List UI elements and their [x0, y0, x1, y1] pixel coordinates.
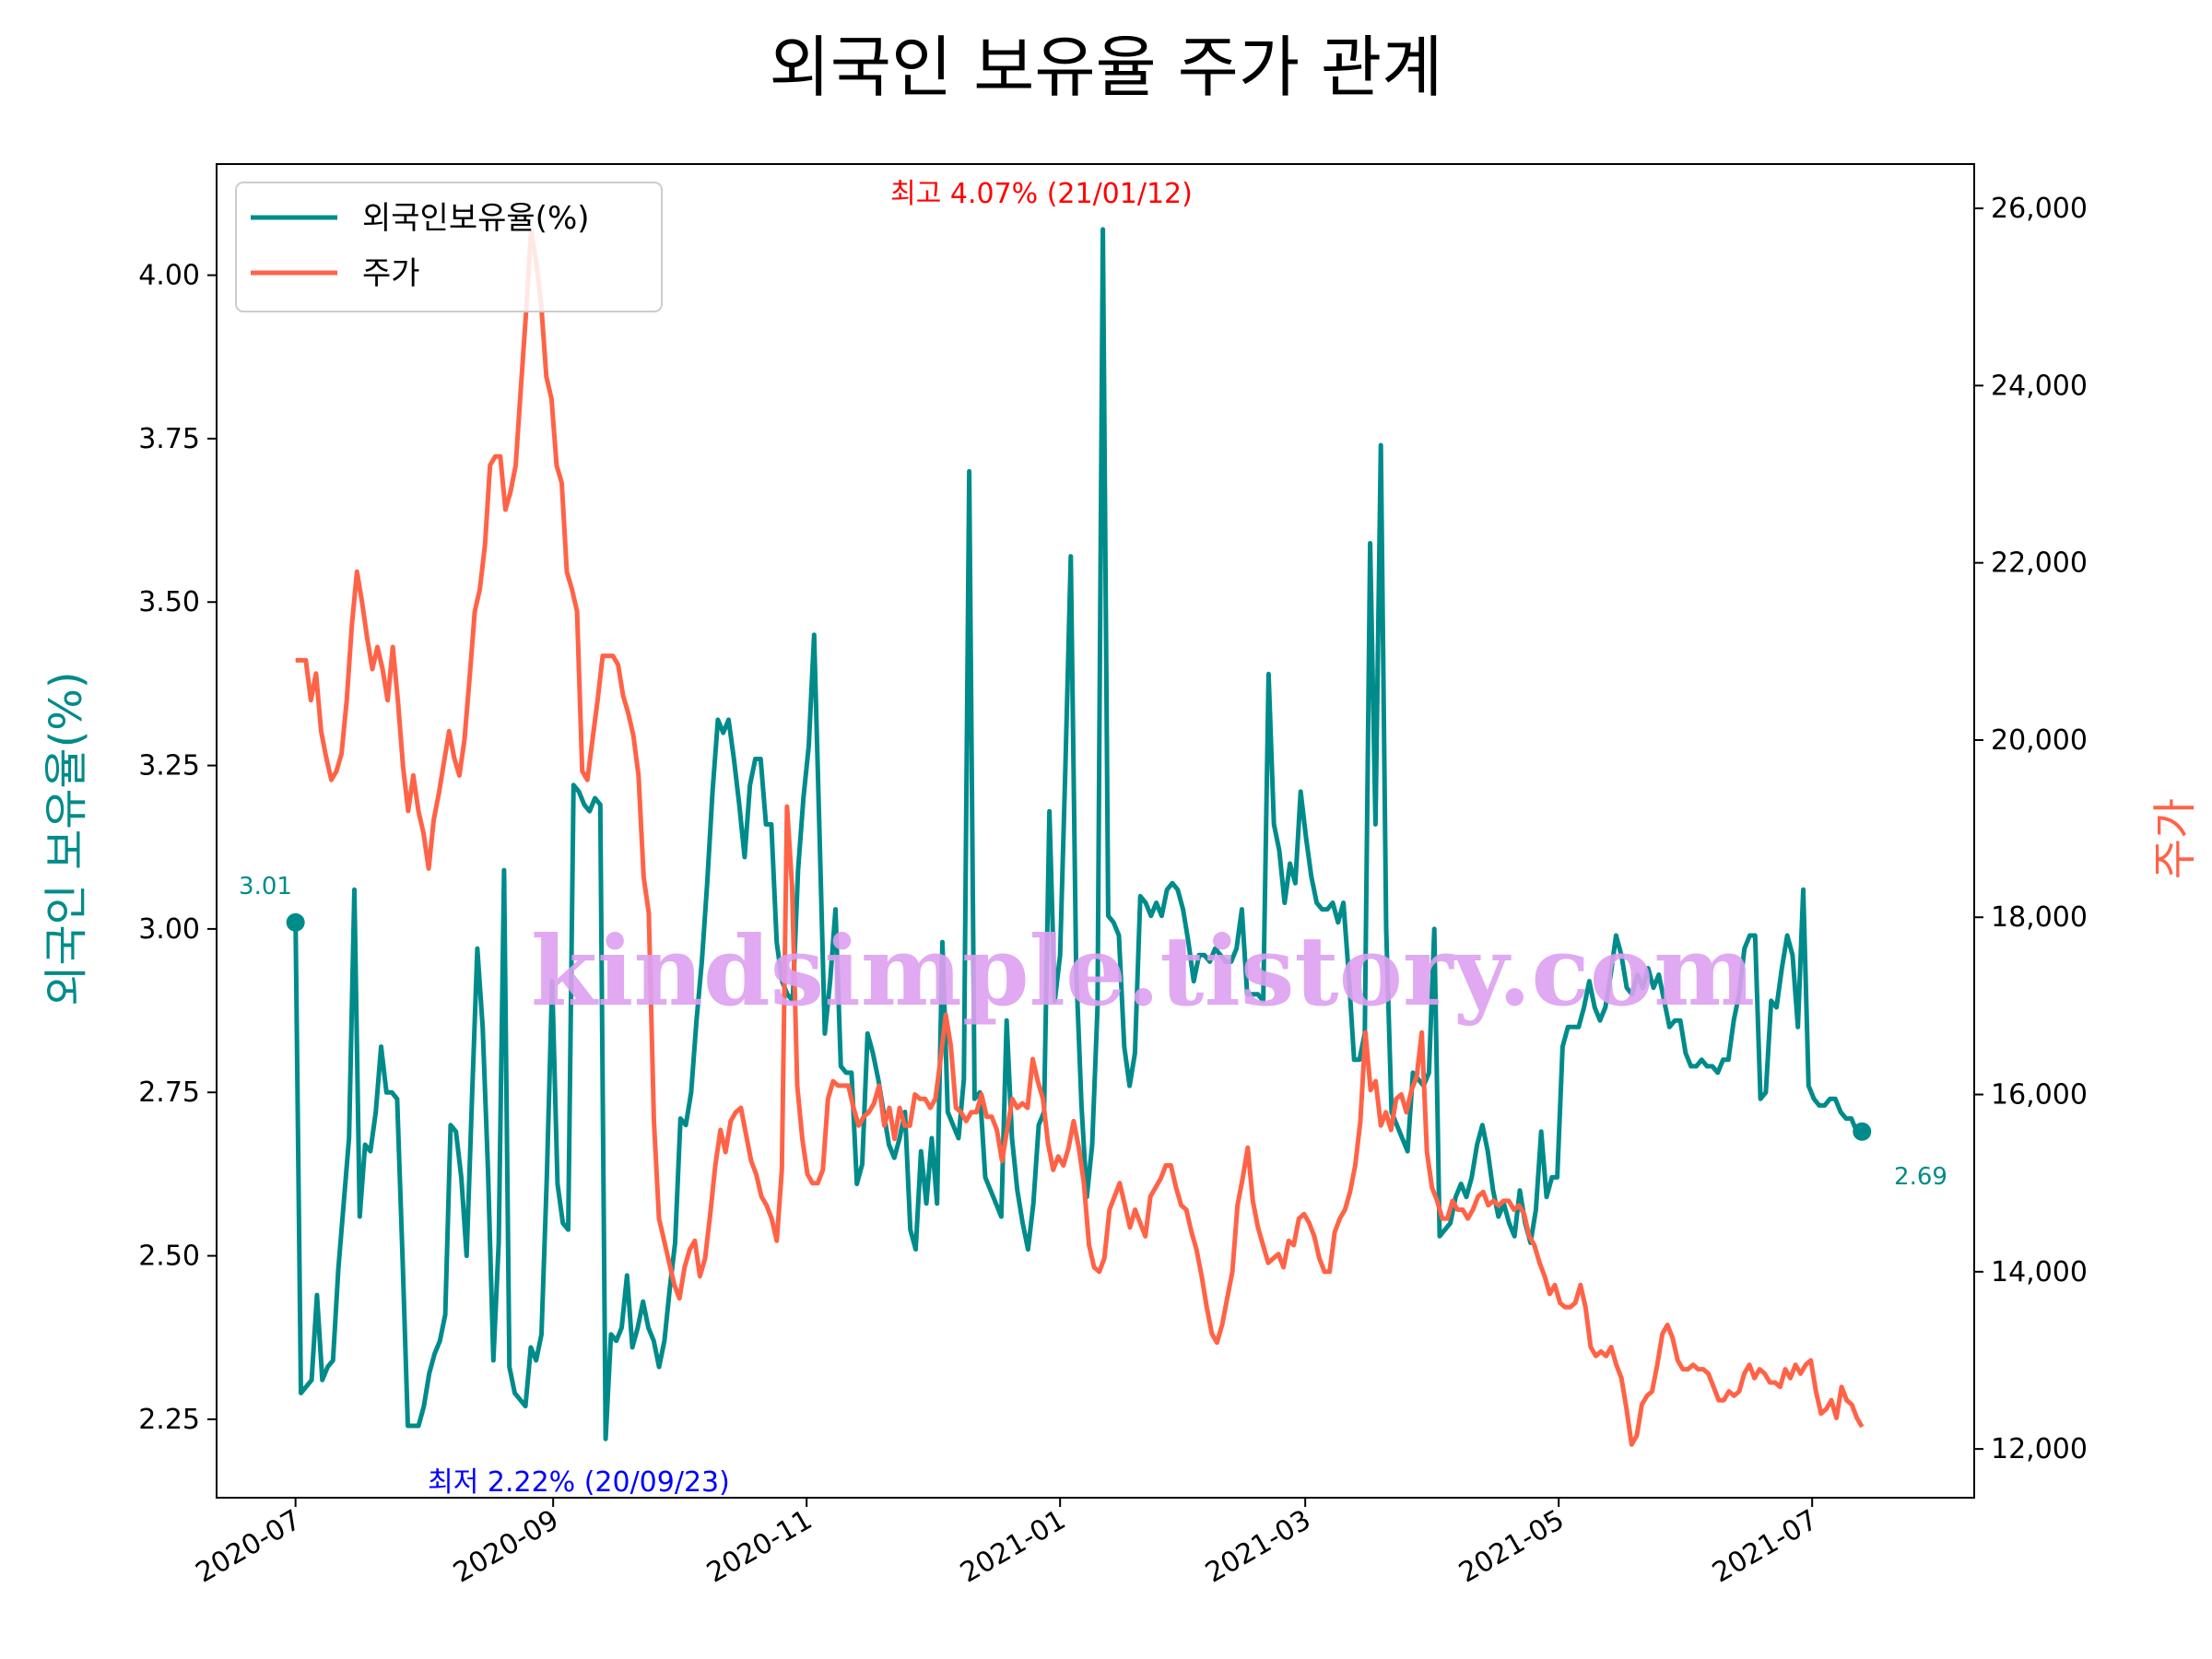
- series-layer: [286, 227, 1872, 1447]
- start-point-marker: [286, 912, 305, 932]
- legend-label-foreign: 외국인보유율(%): [362, 200, 590, 237]
- chart-title: 외국인 보유율 주가 관계: [769, 29, 1442, 106]
- y-tick-left-label: 4.00: [138, 260, 200, 292]
- y-axis-title-right: 주가: [2149, 798, 2201, 879]
- annotation-high: 최고 4.07% (21/01/12): [890, 178, 1193, 210]
- y-tick-right-label: 16,000: [1991, 1079, 2088, 1112]
- y-tick-right-label: 14,000: [1991, 1256, 2088, 1288]
- y-tick-left-label: 3.50: [138, 586, 200, 618]
- annotation-end-value: 2.69: [1894, 1163, 1947, 1191]
- y-axis-title-left: 외국인 보유율(%): [41, 671, 92, 1006]
- y-tick-left-label: 2.50: [138, 1241, 200, 1273]
- y-tick-right-label: 20,000: [1991, 724, 2088, 757]
- legend-box: [235, 182, 663, 312]
- y-tick-left-label: 3.25: [138, 750, 200, 782]
- legend: 외국인보유율(%) 주가: [235, 182, 663, 312]
- y-tick-left-label: 3.00: [138, 913, 200, 946]
- y-tick-right-label: 26,000: [1991, 193, 2088, 225]
- annotation-low: 최저 2.22% (20/09/23): [428, 1466, 730, 1499]
- annotation-start-value: 3.01: [239, 873, 292, 900]
- y-tick-right-label: 22,000: [1991, 547, 2088, 580]
- y-tick-left-label: 3.75: [138, 423, 200, 455]
- y-tick-right-label: 12,000: [1991, 1433, 2088, 1465]
- plot-frame: [216, 163, 1975, 1499]
- annotation-layer: 최고 4.07% (21/01/12) 최저 2.22% (20/09/23) …: [239, 178, 1947, 1499]
- series-line-foreign-ownership: [293, 227, 1863, 1441]
- y-tick-left-label: 2.25: [138, 1404, 200, 1436]
- legend-label-price: 주가: [362, 255, 420, 292]
- y-tick-left-label: 2.75: [138, 1077, 200, 1109]
- end-point-marker: [1853, 1122, 1872, 1141]
- watermark-text: kindsimple.tistory.com: [531, 914, 1755, 1028]
- y-tick-right-label: 24,000: [1991, 370, 2088, 402]
- series-line-stock-price: [295, 228, 1865, 1447]
- y-tick-right-label: 18,000: [1991, 901, 2088, 934]
